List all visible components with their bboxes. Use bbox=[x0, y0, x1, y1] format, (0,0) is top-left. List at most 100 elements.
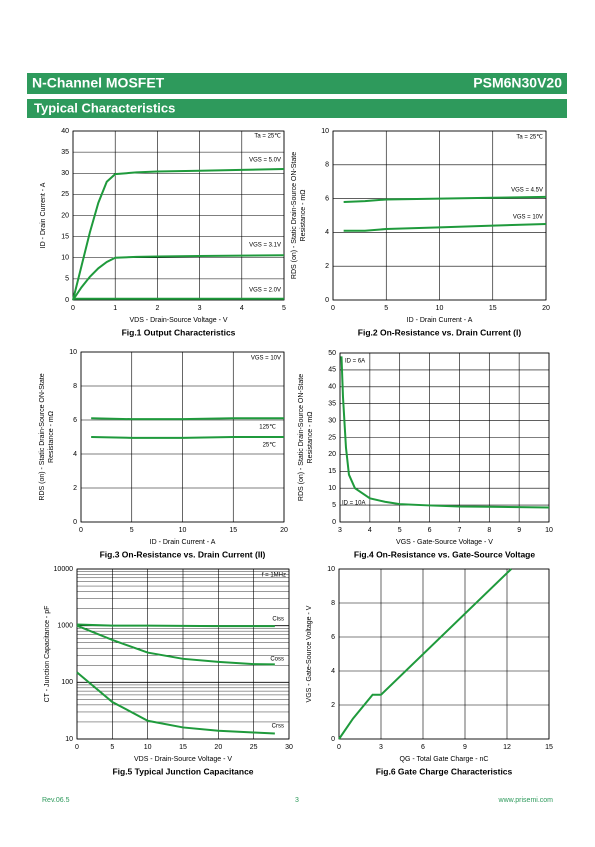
series-label: VGS = 4.5V bbox=[511, 188, 543, 194]
y-tick-label: 0 bbox=[325, 297, 329, 304]
series-label: VGS = 3.1V bbox=[249, 243, 281, 249]
x-tick-label: 9 bbox=[463, 744, 467, 751]
x-tick-label: 6 bbox=[428, 527, 432, 534]
y-tick-label: 30 bbox=[328, 417, 336, 424]
annotation: VGS = 10V bbox=[251, 356, 281, 362]
y-tick-label: 6 bbox=[331, 634, 335, 641]
y-axis-label: Resistance - mΩ bbox=[300, 190, 307, 242]
y-tick-label: 8 bbox=[331, 600, 335, 607]
y-tick-label: 30 bbox=[61, 170, 69, 177]
x-tick-label: 3 bbox=[338, 527, 342, 534]
x-tick-label: 0 bbox=[75, 744, 79, 751]
revision: Rev.06.5 bbox=[42, 797, 70, 804]
x-tick-label: 6 bbox=[421, 744, 425, 751]
x-tick-label: 5 bbox=[384, 305, 388, 312]
annotation: f = 1MHz bbox=[262, 573, 286, 579]
y-tick-label: 25 bbox=[328, 434, 336, 441]
y-tick-label: 10 bbox=[321, 128, 329, 135]
y-tick-label: 0 bbox=[73, 519, 77, 526]
y-tick-label: 10 bbox=[61, 255, 69, 262]
data-line bbox=[72, 168, 285, 301]
chart-title: Fig.6 Gate Charge Characteristics bbox=[376, 766, 513, 776]
page-number: 3 bbox=[295, 797, 299, 804]
y-axis-label: CT - Junction Capacitance - pF bbox=[44, 606, 51, 703]
x-tick-label: 8 bbox=[487, 527, 491, 534]
section-title: Typical Characteristics bbox=[34, 100, 175, 115]
x-tick-label: 20 bbox=[542, 305, 550, 312]
x-tick-label: 20 bbox=[214, 744, 222, 751]
x-axis-label: ID - Drain Current - A bbox=[407, 317, 473, 324]
x-tick-label: 7 bbox=[457, 527, 461, 534]
data-line bbox=[91, 417, 284, 421]
chart-title: Fig.1 Output Characteristics bbox=[122, 327, 236, 337]
x-tick-label: 15 bbox=[179, 744, 187, 751]
x-tick-label: 5 bbox=[282, 305, 286, 312]
y-tick-label: 0 bbox=[332, 519, 336, 526]
x-tick-label: 10 bbox=[436, 305, 444, 312]
plot-frame bbox=[338, 568, 550, 740]
x-tick-label: 15 bbox=[489, 305, 497, 312]
x-tick-label: 4 bbox=[240, 305, 244, 312]
y-tick-label: 1000 bbox=[57, 623, 73, 630]
y-tick-label: 8 bbox=[325, 162, 329, 169]
x-tick-label: 0 bbox=[71, 305, 75, 312]
series-label: Ciss bbox=[272, 617, 284, 623]
y-tick-label: 8 bbox=[73, 383, 77, 390]
x-axis-label: QG - Total Gate Charge - nC bbox=[400, 756, 489, 763]
annotation: Ta = 25℃ bbox=[516, 135, 543, 141]
y-tick-label: 10 bbox=[65, 736, 73, 743]
y-tick-label: 2 bbox=[325, 263, 329, 270]
x-axis-label: VDS - Drain-Source Voltage - V bbox=[129, 317, 227, 324]
y-tick-label: 5 bbox=[332, 502, 336, 509]
y-axis-label: Resistance - mΩ bbox=[48, 411, 55, 463]
annotation: ID = 10A bbox=[342, 501, 366, 507]
y-tick-label: 25 bbox=[61, 191, 69, 198]
y-tick-label: 15 bbox=[328, 468, 336, 475]
y-tick-label: 5 bbox=[65, 276, 69, 283]
y-tick-label: 45 bbox=[328, 367, 336, 374]
y-tick-label: 10 bbox=[328, 485, 336, 492]
data-line bbox=[72, 254, 285, 301]
y-tick-label: 40 bbox=[328, 384, 336, 391]
plot-frame bbox=[72, 130, 285, 301]
y-axis-label: VGS - Gate-Source Voltage - V bbox=[306, 605, 313, 702]
y-axis-label: RDS (on) - Static Drain-Source ON-State bbox=[291, 152, 298, 279]
x-tick-label: 12 bbox=[503, 744, 511, 751]
x-tick-label: 15 bbox=[229, 527, 237, 534]
y-tick-label: 4 bbox=[73, 451, 77, 458]
x-tick-label: 10 bbox=[144, 744, 152, 751]
y-tick-label: 35 bbox=[328, 401, 336, 408]
y-tick-label: 20 bbox=[328, 451, 336, 458]
x-tick-label: 20 bbox=[280, 527, 288, 534]
data-line bbox=[91, 436, 284, 439]
y-axis-label: ID - Drain Current - A bbox=[40, 182, 47, 248]
website: www.prisemi.com bbox=[498, 797, 554, 804]
series-label: 25℃ bbox=[263, 443, 277, 449]
series-label: VGS = 2.0V bbox=[249, 288, 281, 294]
x-tick-label: 2 bbox=[155, 305, 159, 312]
x-tick-label: 30 bbox=[285, 744, 293, 751]
y-tick-label: 2 bbox=[73, 485, 77, 492]
y-tick-label: 35 bbox=[61, 149, 69, 156]
y-tick-label: 10000 bbox=[54, 566, 74, 573]
x-tick-label: 9 bbox=[517, 527, 521, 534]
y-tick-label: 6 bbox=[73, 417, 77, 424]
x-axis-label: VDS - Drain-Source Voltage - V bbox=[134, 756, 232, 763]
x-tick-label: 5 bbox=[110, 744, 114, 751]
x-tick-label: 0 bbox=[331, 305, 335, 312]
part-number: PSM6N30V20 bbox=[473, 75, 562, 91]
x-tick-label: 5 bbox=[130, 527, 134, 534]
x-tick-label: 3 bbox=[198, 305, 202, 312]
y-tick-label: 4 bbox=[325, 229, 329, 236]
y-tick-label: 10 bbox=[69, 349, 77, 356]
x-tick-label: 3 bbox=[379, 744, 383, 751]
x-tick-label: 4 bbox=[368, 527, 372, 534]
x-tick-label: 1 bbox=[113, 305, 117, 312]
y-tick-label: 50 bbox=[328, 350, 336, 357]
y-tick-label: 20 bbox=[61, 212, 69, 219]
chart-title: Fig.5 Typical Junction Capacitance bbox=[112, 766, 253, 776]
data-line bbox=[338, 568, 512, 740]
annotation: Ta = 25℃ bbox=[254, 134, 281, 140]
y-tick-label: 10 bbox=[327, 566, 335, 573]
y-axis-label: RDS (on) - Static Drain-Source ON-State bbox=[298, 374, 305, 501]
